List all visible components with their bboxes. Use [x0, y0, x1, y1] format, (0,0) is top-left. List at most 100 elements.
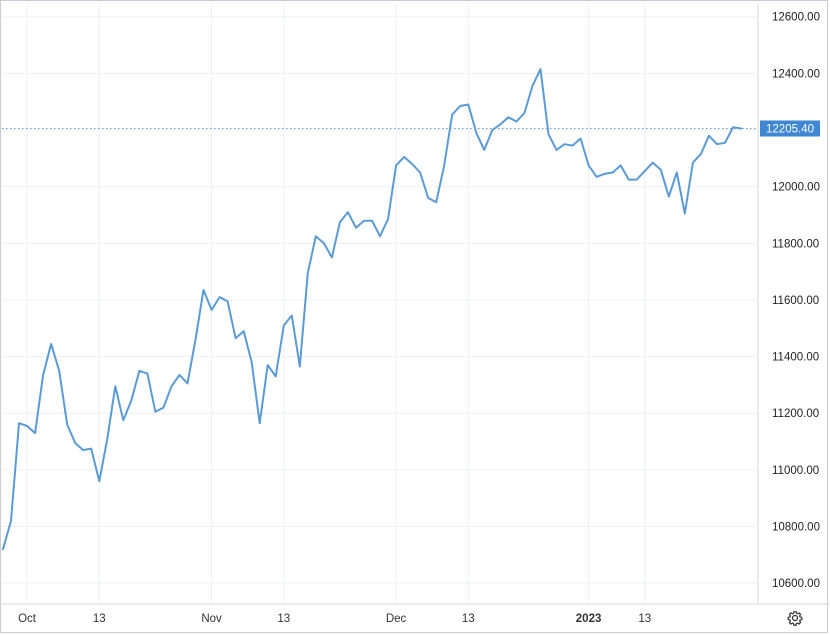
- y-tick-label: 12000.00: [772, 182, 820, 194]
- data-point: [50, 343, 52, 345]
- data-point: [547, 133, 549, 135]
- data-point: [459, 105, 461, 107]
- data-point: [58, 370, 60, 372]
- y-tick-label: 10800.00: [772, 522, 820, 534]
- data-point: [611, 171, 613, 173]
- data-point: [170, 385, 172, 387]
- data-point: [130, 399, 132, 401]
- data-point: [555, 149, 557, 151]
- data-point: [162, 406, 164, 408]
- data-point: [676, 171, 678, 173]
- x-tick-label: 13: [93, 613, 106, 625]
- data-point: [563, 143, 565, 145]
- data-point: [26, 425, 28, 427]
- data-point: [234, 337, 236, 339]
- x-tick-label: 13: [277, 613, 290, 625]
- data-point: [154, 411, 156, 413]
- y-tick-label: 11600.00: [772, 295, 819, 307]
- data-point: [242, 330, 244, 332]
- data-point: [443, 164, 445, 166]
- data-point: [347, 211, 349, 213]
- data-point: [451, 113, 453, 115]
- data-point: [66, 423, 68, 425]
- data-point: [708, 134, 710, 136]
- data-point: [483, 149, 485, 151]
- data-point: [579, 137, 581, 139]
- data-point: [226, 300, 228, 302]
- data-point: [668, 195, 670, 197]
- data-point: [371, 219, 373, 221]
- data-point: [250, 361, 252, 363]
- data-point: [307, 272, 309, 274]
- data-point: [571, 144, 573, 146]
- data-point: [716, 143, 718, 145]
- data-point: [291, 314, 293, 316]
- data-point: [299, 365, 301, 367]
- y-tick-label: 11000.00: [772, 465, 819, 477]
- data-point: [475, 132, 477, 134]
- gear-icon: [787, 611, 803, 626]
- data-point: [379, 235, 381, 237]
- data-point: [539, 68, 541, 70]
- data-point: [138, 370, 140, 372]
- y-tick-label: 11800.00: [772, 238, 819, 250]
- data-point: [467, 103, 469, 105]
- data-point: [491, 129, 493, 131]
- data-point: [178, 374, 180, 376]
- data-point: [98, 480, 100, 482]
- data-point: [740, 127, 742, 129]
- data-point: [106, 438, 108, 440]
- data-point: [507, 116, 509, 118]
- data-point: [692, 161, 694, 163]
- data-point: [90, 447, 92, 449]
- data-point: [202, 289, 204, 291]
- data-point: [603, 173, 605, 175]
- data-point: [10, 520, 12, 522]
- data-point: [339, 221, 341, 223]
- data-point: [595, 176, 597, 178]
- data-point: [531, 85, 533, 87]
- data-point: [684, 212, 686, 214]
- data-point: [363, 219, 365, 221]
- data-point: [186, 382, 188, 384]
- data-point: [42, 374, 44, 376]
- data-point: [435, 201, 437, 203]
- data-point: [395, 164, 397, 166]
- data-point: [146, 372, 148, 374]
- data-point: [258, 422, 260, 424]
- x-tick-label: Nov: [201, 613, 222, 625]
- data-point: [18, 422, 20, 424]
- data-point: [523, 112, 525, 114]
- data-point: [636, 178, 638, 180]
- data-point: [34, 432, 36, 434]
- data-point: [627, 178, 629, 180]
- x-tick-label: Dec: [386, 613, 407, 625]
- data-point: [427, 197, 429, 199]
- data-point: [267, 364, 269, 366]
- x-tick-label: Oct: [18, 613, 37, 625]
- data-point: [218, 296, 220, 298]
- data-point: [515, 120, 517, 122]
- last-value-badge: [760, 120, 820, 137]
- data-point: [660, 168, 662, 170]
- series-line: [2, 68, 742, 551]
- data-point: [210, 309, 212, 311]
- y-tick-label: 11200.00: [772, 408, 819, 420]
- settings-gear-icon[interactable]: [784, 607, 806, 629]
- data-point: [355, 227, 357, 229]
- data-point: [652, 161, 654, 163]
- data-point: [2, 548, 4, 550]
- data-point: [411, 163, 413, 165]
- data-point: [82, 449, 84, 451]
- data-point: [619, 164, 621, 166]
- data-point: [499, 123, 501, 125]
- data-point: [732, 126, 734, 128]
- last-value-label: 12205.40: [766, 124, 814, 136]
- y-tick-label: 12400.00: [772, 68, 820, 80]
- data-point: [323, 242, 325, 244]
- data-point: [74, 442, 76, 444]
- data-point: [122, 419, 124, 421]
- data-point: [587, 164, 589, 166]
